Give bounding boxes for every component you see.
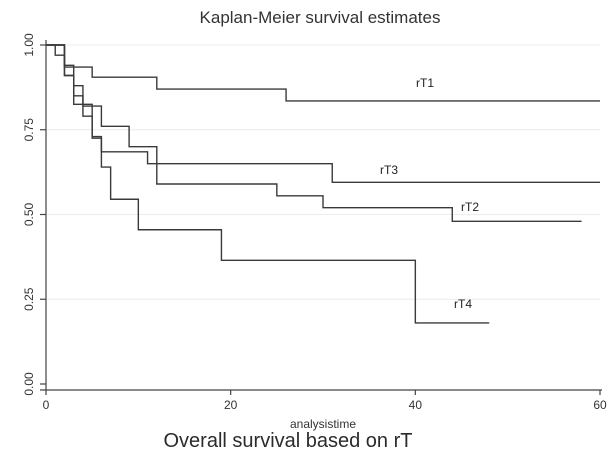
series-label-rT1: rT1: [416, 76, 434, 90]
y-tick-label-1: 0.25: [22, 287, 36, 311]
series-label-rT3: rT3: [380, 163, 398, 177]
x-tick-label-3: 60: [593, 398, 607, 412]
x-tick-label-0: 0: [43, 398, 50, 412]
survival-curve-rT3: [46, 44, 600, 183]
series-labels: rT1 rT3 rT2 rT4: [380, 76, 479, 311]
y-tick-labels: 0.00 0.25 0.50 0.75 1.00: [22, 33, 46, 396]
series-label-rT4: rT4: [454, 297, 472, 311]
survival-curve-rT4: [46, 44, 490, 324]
y-tick-label-3: 0.75: [22, 118, 36, 142]
y-tick-label-4: 1.00: [22, 33, 36, 57]
y-tick-label-2: 0.50: [22, 202, 36, 226]
y-tick-label-0: 0.00: [22, 372, 36, 396]
x-tick-label-1: 20: [224, 398, 238, 412]
survival-curves: [46, 44, 600, 324]
figure-caption: Overall survival based on rT: [164, 430, 413, 452]
x-axis-label: analysistime: [290, 417, 356, 431]
x-tick-label-2: 40: [409, 398, 423, 412]
x-tick-labels: 0 20 40 60: [43, 390, 607, 412]
series-label-rT2: rT2: [461, 200, 479, 214]
chart-title: Kaplan-Meier survival estimates: [200, 8, 441, 27]
